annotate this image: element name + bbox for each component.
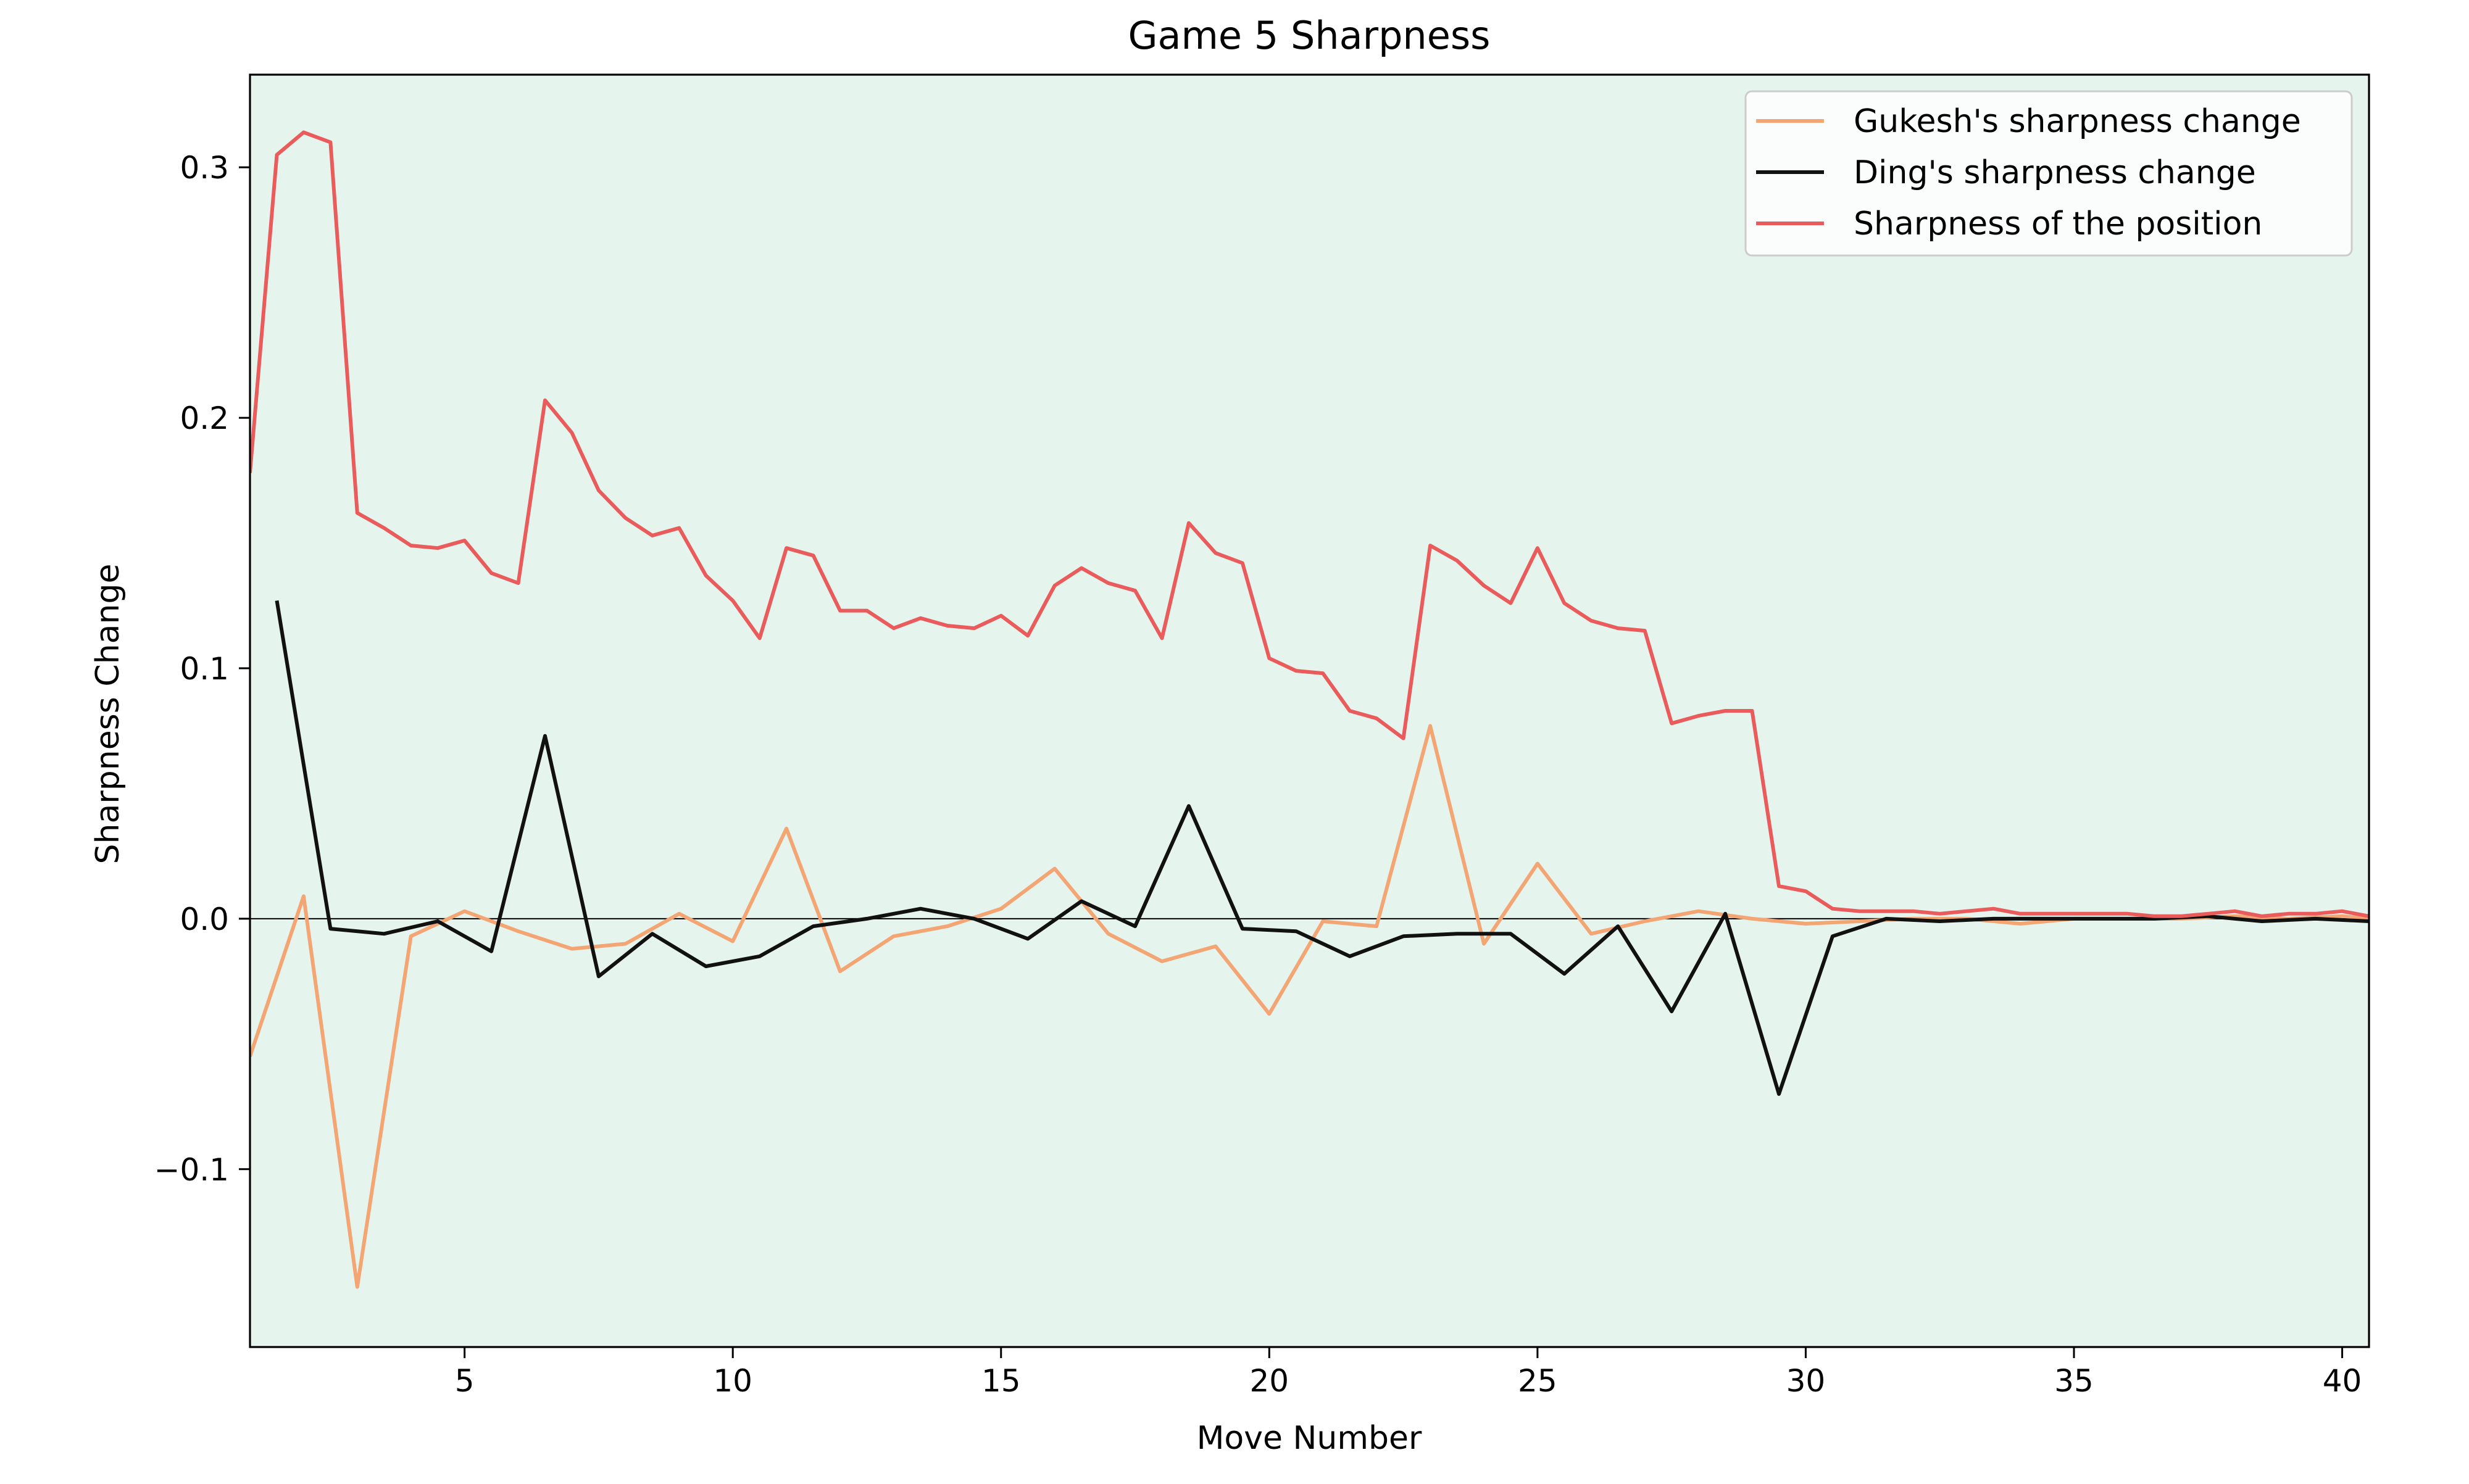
x-tick-label: 10 — [713, 1363, 752, 1399]
plot-frame — [249, 73, 2370, 1348]
chart-title: Game 5 Sharpness — [1128, 13, 1491, 58]
y-tick-label: 0.1 — [180, 651, 229, 687]
plot-background — [250, 75, 2369, 1347]
x-axis-label: Move Number — [1197, 1420, 1422, 1457]
y-tick-label: 0.2 — [180, 400, 229, 436]
series-line-3 — [250, 130, 2369, 918]
legend: Gukesh's sharpness change Ding's sharpnes… — [1744, 90, 2353, 257]
x-tick-label: 5 — [455, 1363, 475, 1399]
y-axis-label: Sharpness Change — [90, 564, 127, 864]
y-axis: −0.1 0.0 0.1 0.2 0.3 — [154, 150, 250, 1188]
x-tick-label: 40 — [2323, 1363, 2362, 1399]
series-line-1 — [250, 724, 2369, 1289]
x-tick-label: 15 — [981, 1363, 1021, 1399]
legend-label-3: Sharpness of the position — [1854, 205, 2262, 242]
x-tick-label: 30 — [1786, 1363, 1826, 1399]
y-tick-label: −0.1 — [154, 1152, 229, 1188]
y-tick-label: 0.0 — [180, 902, 229, 937]
legend-box — [1744, 90, 2353, 257]
x-tick-label: 35 — [2054, 1363, 2094, 1399]
series-group — [250, 130, 2369, 1289]
legend-label-2: Ding's sharpness change — [1854, 154, 2256, 191]
x-axis: 5 10 15 20 25 30 35 40 — [455, 1347, 2362, 1399]
legend-label-1: Gukesh's sharpness change — [1854, 103, 2301, 140]
x-tick-label: 25 — [1518, 1363, 1557, 1399]
series-line-2 — [275, 600, 2369, 1096]
y-tick-label: 0.3 — [180, 150, 229, 186]
x-tick-label: 20 — [1250, 1363, 1289, 1399]
